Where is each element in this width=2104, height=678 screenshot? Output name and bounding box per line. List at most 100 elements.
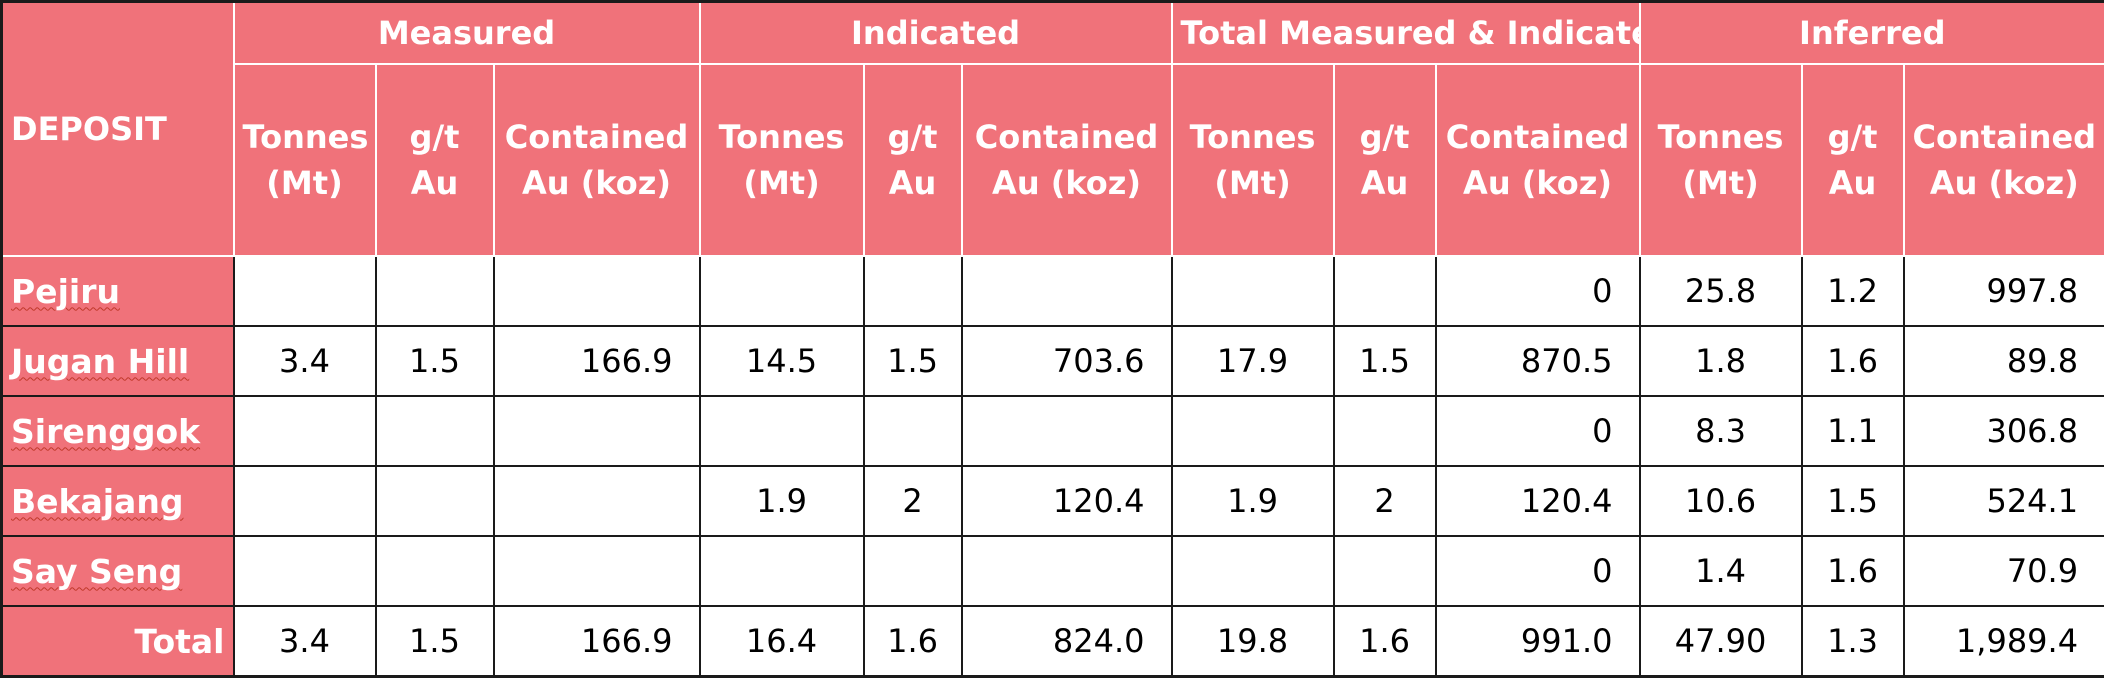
table-cell: 14.5 — [700, 326, 864, 396]
table-cell: 0 — [1436, 536, 1640, 606]
table-cell: 3.4 — [234, 326, 376, 396]
table-cell — [700, 256, 864, 326]
table-cell — [962, 256, 1172, 326]
table-cell: 1.6 — [1334, 606, 1436, 677]
table-cell: 166.9 — [494, 326, 700, 396]
table-cell — [234, 256, 376, 326]
sub-header-row: Tonnes (Mt) g/t Au Contained Au (koz) To… — [2, 64, 2104, 256]
table-cell — [376, 396, 494, 466]
table-cell: 1.3 — [1802, 606, 1904, 677]
sub-header: Tonnes (Mt) — [234, 64, 376, 256]
table-cell: 1.6 — [864, 606, 962, 677]
table-cell — [864, 256, 962, 326]
table-cell — [234, 396, 376, 466]
table-cell: 70.9 — [1904, 536, 2104, 606]
table-cell — [700, 536, 864, 606]
table-cell: 47.90 — [1640, 606, 1802, 677]
sub-header: Tonnes (Mt) — [700, 64, 864, 256]
group-header-measured: Measured — [234, 2, 700, 65]
table-cell — [1334, 536, 1436, 606]
table-cell: 8.3 — [1640, 396, 1802, 466]
deposit-name: Sirenggok — [2, 396, 234, 466]
deposit-header: DEPOSIT — [2, 2, 234, 257]
sub-header: Contained Au (koz) — [962, 64, 1172, 256]
deposit-name: Jugan Hill — [2, 326, 234, 396]
table-cell: 1.8 — [1640, 326, 1802, 396]
table-cell — [376, 256, 494, 326]
table-cell: 3.4 — [234, 606, 376, 677]
table-cell: 524.1 — [1904, 466, 2104, 536]
table-cell: 2 — [864, 466, 962, 536]
table-cell — [1172, 536, 1334, 606]
deposit-name-text: Pejiru — [11, 272, 120, 311]
table-cell — [494, 396, 700, 466]
table-cell — [1172, 256, 1334, 326]
table-cell: 1.9 — [1172, 466, 1334, 536]
deposit-name: Pejiru — [2, 256, 234, 326]
table-cell — [494, 536, 700, 606]
table-cell: 1.5 — [1802, 466, 1904, 536]
table-cell: 120.4 — [962, 466, 1172, 536]
table-cell: 120.4 — [1436, 466, 1640, 536]
total-label: Total — [2, 606, 234, 677]
table-cell — [864, 536, 962, 606]
deposit-name-text: Bekajang — [11, 482, 183, 521]
table-cell: 1,989.4 — [1904, 606, 2104, 677]
table-cell: 870.5 — [1436, 326, 1640, 396]
deposit-name-text: Jugan Hill — [11, 342, 189, 381]
table-cell: 19.8 — [1172, 606, 1334, 677]
table-cell — [1334, 256, 1436, 326]
table-cell: 1.4 — [1640, 536, 1802, 606]
table-cell — [962, 396, 1172, 466]
table-cell — [962, 536, 1172, 606]
table-cell: 1.6 — [1802, 326, 1904, 396]
sub-header: Contained Au (koz) — [494, 64, 700, 256]
group-header-total-mi: Total Measured & Indicated — [1172, 2, 1640, 65]
table-cell: 0 — [1436, 256, 1640, 326]
table-cell: 166.9 — [494, 606, 700, 677]
table-cell — [1172, 396, 1334, 466]
table-cell: 824.0 — [962, 606, 1172, 677]
deposit-name-text: Say Seng — [11, 552, 182, 591]
deposit-name: Bekajang — [2, 466, 234, 536]
table-cell: 16.4 — [700, 606, 864, 677]
sub-header: Contained Au (koz) — [1436, 64, 1640, 256]
sub-header: g/t Au — [376, 64, 494, 256]
table-cell: 25.8 — [1640, 256, 1802, 326]
group-header-indicated: Indicated — [700, 2, 1172, 65]
sub-header: Contained Au (koz) — [1904, 64, 2104, 256]
table-cell: 1.5 — [376, 326, 494, 396]
group-header-inferred: Inferred — [1640, 2, 2104, 65]
table-cell: 991.0 — [1436, 606, 1640, 677]
deposit-name-text: Sirenggok — [11, 412, 200, 451]
table-cell — [234, 466, 376, 536]
table-cell — [864, 396, 962, 466]
table-cell: 1.1 — [1802, 396, 1904, 466]
deposit-name: Say Seng — [2, 536, 234, 606]
table-cell: 1.9 — [700, 466, 864, 536]
table-cell: 1.2 — [1802, 256, 1904, 326]
table-cell: 2 — [1334, 466, 1436, 536]
table-cell — [376, 466, 494, 536]
sub-header: Tonnes (Mt) — [1640, 64, 1802, 256]
table-cell — [376, 536, 494, 606]
table-cell: 1.5 — [376, 606, 494, 677]
table-cell: 10.6 — [1640, 466, 1802, 536]
table-cell — [700, 396, 864, 466]
table-cell: 306.8 — [1904, 396, 2104, 466]
table-cell: 703.6 — [962, 326, 1172, 396]
table-cell — [1334, 396, 1436, 466]
sub-header: g/t Au — [1802, 64, 1904, 256]
group-header-row: DEPOSIT Measured Indicated Total Measure… — [2, 2, 2104, 65]
sub-header: g/t Au — [1334, 64, 1436, 256]
total-label-text: Total — [134, 622, 224, 661]
table-cell — [494, 466, 700, 536]
table-cell: 17.9 — [1172, 326, 1334, 396]
